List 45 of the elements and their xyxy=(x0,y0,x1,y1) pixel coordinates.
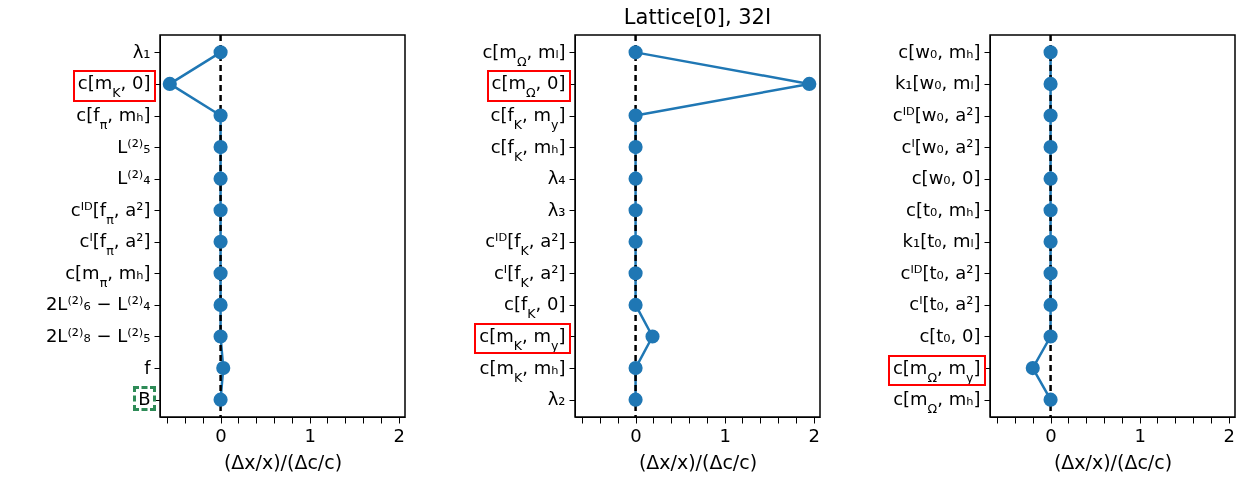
y-tick-label: λ₃ xyxy=(547,198,566,220)
y-tick-label: cᴵ[f$_{π}$, a²] xyxy=(79,230,151,258)
x-tick-label: 0 xyxy=(630,424,642,446)
y-tick-label: cᴵᴰ[t₀, a²] xyxy=(900,261,981,283)
y-tick-label: k₁[t₀, mₗ] xyxy=(902,230,981,252)
y-tick-label: c[f$_{K}$, 0] xyxy=(504,293,566,321)
chart-title: Lattice[0], 32I xyxy=(623,4,772,29)
y-tick-label: cᴵ[t₀, a²] xyxy=(909,293,981,315)
y-tick-label: c[m$_{π}$, mₕ] xyxy=(65,261,151,290)
y-tick-label: cᴵᴰ[f$_{π}$, a²] xyxy=(70,198,151,227)
y-tick-label: c[w₀, 0] xyxy=(911,167,981,189)
y-tick-label: c[t₀, mₕ] xyxy=(906,198,981,220)
y-tick-label: λ₂ xyxy=(547,388,566,410)
x-axis-title: (Δx/x)/(Δc/c) xyxy=(1053,450,1173,473)
x-axis-title: (Δx/x)/(Δc/c) xyxy=(638,450,758,473)
y-tick-label: c[m$_{Ω}$, mₕ] xyxy=(893,388,981,416)
x-tick-label: 0 xyxy=(215,424,227,446)
y-tick-label: c[f$_{π}$, mₕ] xyxy=(76,104,151,132)
y-tick-label: c[f$_{K}$, mₕ] xyxy=(490,135,566,164)
y-tick-label: λ₄ xyxy=(547,167,566,189)
y-tick-label: cᴵ[w₀, a²] xyxy=(901,135,981,157)
y-tick-label: f xyxy=(144,356,152,378)
y-tick-label: c[m$_{Ω}$, mₗ] xyxy=(482,40,566,69)
x-tick-label: 1 xyxy=(1134,424,1146,446)
y-tick-label: B xyxy=(138,388,151,410)
y-tick-label: cᴵ[f$_{K}$, a²] xyxy=(493,261,566,290)
x-tick-label: 1 xyxy=(719,424,731,446)
x-tick-label: 2 xyxy=(393,424,405,446)
y-tick-label: L⁽²⁾₄ xyxy=(117,167,151,189)
x-tick-label: 2 xyxy=(1223,424,1235,446)
y-tick-label: c[m$_{K}$, mₕ] xyxy=(479,356,566,385)
y-tick-label: c[f$_{K}$, m$_{y}$] xyxy=(490,104,566,132)
x-axis-title: (Δx/x)/(Δc/c) xyxy=(223,450,343,473)
y-tick-label: 2L⁽²⁾₆ − L⁽²⁾₄ xyxy=(45,293,151,315)
y-tick-label: L⁽²⁾₅ xyxy=(117,135,151,157)
x-tick-label: 0 xyxy=(1045,424,1057,446)
y-tick-label: c[w₀, mₕ] xyxy=(898,40,981,62)
y-tick-label: cᴵᴰ[f$_{K}$, a²] xyxy=(485,230,566,258)
y-tick-label: cᴵᴰ[w₀, a²] xyxy=(892,104,981,125)
y-tick-label: c[t₀, 0] xyxy=(919,325,981,346)
y-tick-label: λ₁ xyxy=(132,40,151,62)
x-tick-label: 1 xyxy=(304,424,316,446)
y-tick-label: k₁[w₀, mₗ] xyxy=(894,72,981,94)
x-tick-label: 2 xyxy=(808,424,820,446)
y-tick-label: 2L⁽²⁾₈ − L⁽²⁾₅ xyxy=(45,325,151,346)
